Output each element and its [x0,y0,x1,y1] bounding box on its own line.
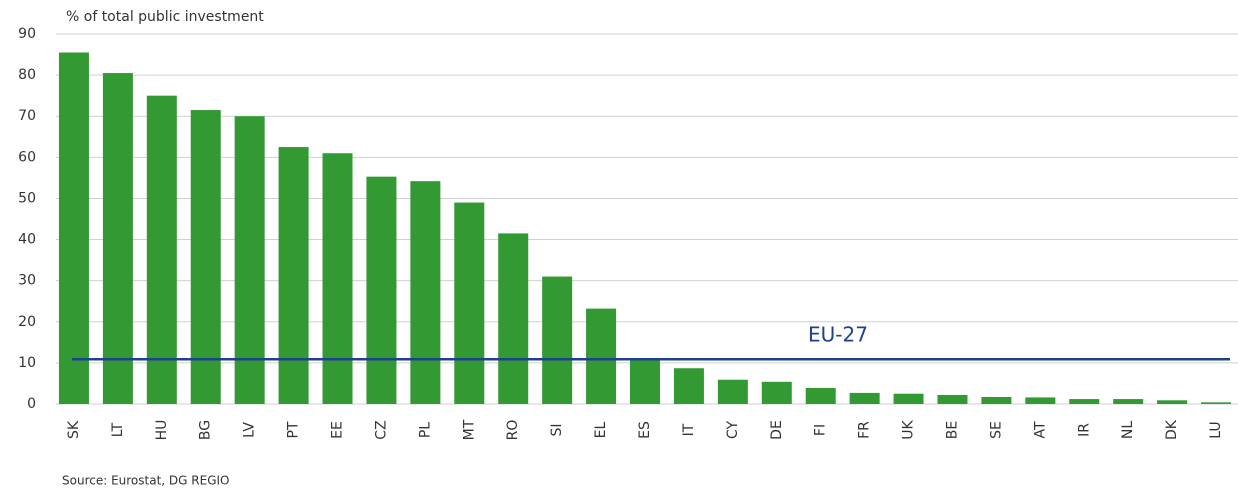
source-note: Source: Eurostat, DG REGIO [62,474,229,488]
x-tick-label: DE [769,420,785,440]
bar [717,379,748,404]
x-tick-label: BG [198,420,214,440]
x-tick-label: LV [242,422,258,438]
y-axis-label: % of total public investment [66,9,264,25]
y-tick-label: 40 [18,232,36,248]
bar [1157,400,1188,404]
x-tick-label: NL [1120,421,1136,439]
bar [849,392,880,404]
y-tick-label: 60 [18,149,36,165]
bar [454,202,485,404]
bar [410,181,441,404]
x-tick-label: LT [110,422,126,437]
bar [1025,397,1056,404]
bar [1201,402,1232,404]
bar [673,368,704,404]
x-tick-label: UK [901,419,917,439]
bar [586,308,617,404]
y-tick-label: 80 [18,67,36,83]
y-tick-label: 20 [18,314,36,330]
bar [322,153,353,404]
bar [190,110,221,405]
bar [805,387,836,404]
x-tick-label: CY [725,421,741,440]
bar [498,233,529,404]
reference-label: EU-27 [808,323,868,347]
x-tick-label: BE [944,421,960,439]
y-tick-label: 10 [18,355,36,371]
x-tick-label: PT [286,421,302,438]
x-tick-label: AT [1032,421,1048,438]
bar [102,73,133,405]
x-tick-label: EL [593,421,609,438]
bar [1113,399,1144,404]
bar [630,358,660,404]
x-tick-label: RO [505,420,521,441]
bar [1069,399,1100,404]
bar [893,393,924,404]
bar [146,95,177,405]
x-tick-label: EE [330,421,346,439]
bar [761,381,792,404]
y-tick-label: 0 [27,396,36,412]
y-tick-label: 70 [18,108,36,124]
x-tick-label: FI [813,424,829,436]
bar [937,394,968,404]
x-tick-label: CZ [373,420,389,439]
x-tick-label: PL [417,422,433,438]
y-tick-label: 30 [18,273,36,289]
x-tick-label: MT [461,419,477,440]
x-tick-label: SI [549,423,565,436]
x-tick-label: HU [154,420,170,441]
x-tick-label: IT [681,423,697,436]
bar [366,176,397,404]
x-tick-label: IR [1076,423,1092,437]
x-tick-label: LU [1208,421,1224,438]
x-tick-label: SE [988,421,1004,439]
bar [278,147,309,405]
x-tick-label: FR [857,421,873,439]
bar [234,116,265,404]
x-tick-label: ES [637,421,653,439]
bar [58,52,89,404]
bar [981,397,1012,404]
y-tick-label: 90 [18,26,36,42]
x-tick-label: DK [1164,419,1180,440]
x-tick-label: SK [66,420,82,439]
y-tick-label: 50 [18,190,36,206]
bar [542,276,573,404]
